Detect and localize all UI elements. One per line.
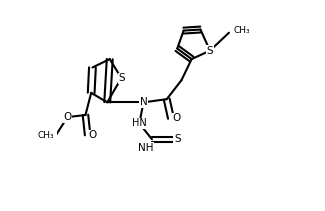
Text: S: S <box>118 73 125 83</box>
Text: O: O <box>63 112 72 122</box>
Text: NH: NH <box>138 143 153 153</box>
Text: CH₃: CH₃ <box>37 131 54 139</box>
Text: O: O <box>172 113 180 123</box>
Text: S: S <box>207 46 213 56</box>
Text: HN: HN <box>132 118 147 128</box>
Text: O: O <box>89 130 97 140</box>
Text: S: S <box>174 134 181 144</box>
Text: N: N <box>140 97 147 107</box>
Text: CH₃: CH₃ <box>233 26 250 35</box>
